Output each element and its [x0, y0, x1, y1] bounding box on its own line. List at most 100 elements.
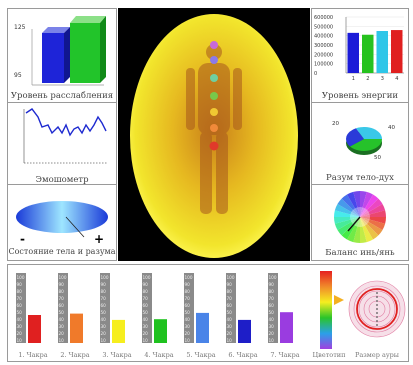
- chakra-scale-label: 80: [227, 289, 233, 294]
- chakra-bar: [196, 312, 209, 343]
- state-ellipse: [16, 201, 108, 233]
- chakra-column: 100 90 80 70 60 50 40 30 20 10 2. Чакра: [56, 271, 96, 361]
- chakra-scale-label: 20: [59, 331, 65, 336]
- chakra-scale-label: 30: [227, 324, 233, 329]
- chakra-scale-label: 40: [185, 317, 191, 322]
- chakra-column: 100 90 80 70 60 50 40 30 20 10 6. Чакра: [224, 271, 264, 361]
- chakra-scale-label: 10: [143, 338, 149, 343]
- bar: [70, 23, 100, 83]
- chakra-scale-label: 50: [17, 310, 23, 315]
- chakra-gauge: 100 90 80 70 60 50 40 30 20 10: [184, 273, 209, 343]
- chakra-scale: [100, 273, 110, 343]
- aura-size-rings: [348, 280, 406, 338]
- pie-slice-20: [345, 128, 364, 147]
- bar-side: [100, 16, 106, 83]
- wheel-segment: [360, 217, 386, 230]
- chakra-scale-label: 20: [185, 331, 191, 336]
- chakra-scale-label: 10: [101, 338, 107, 343]
- chakras-panel: 100 90 80 70 60 50 40 30 20 10 1. Чакра 100 90 80 70 60…: [7, 264, 409, 362]
- chakra-scale-label: 40: [17, 317, 23, 322]
- chakra-scale-label: 60: [143, 303, 149, 308]
- mind-pie: 20 40 50: [332, 121, 395, 161]
- chakra-label: 7. Чакра: [270, 351, 300, 359]
- bar-top: [70, 16, 106, 23]
- wheel-segment: [353, 217, 360, 243]
- chakra-scale-label: 70: [17, 296, 23, 301]
- aura-marker: [376, 320, 378, 322]
- chakra-dot-5: [210, 74, 218, 82]
- wheel-segment: [360, 204, 386, 217]
- chakra-dot-2: [210, 124, 218, 132]
- chakra-scale-label: 100: [101, 275, 109, 280]
- aura-image-panel: [118, 8, 310, 261]
- chakra-scale-label: 50: [143, 310, 149, 315]
- wheel-segment: [360, 191, 373, 217]
- chakra-scale-label: 100: [269, 275, 277, 280]
- chakra-scale-label: 20: [143, 331, 149, 336]
- relaxation-panel: 125 95 Уровень расслабления: [7, 8, 117, 103]
- chakra-dot-4: [210, 92, 218, 100]
- wheel-segment: [334, 217, 360, 230]
- chakra-scale-label: 50: [185, 310, 191, 315]
- chakra-scale: [58, 273, 68, 343]
- chakra-scale-label: 100: [17, 275, 25, 280]
- chakra-gauge: 100 90 80 70 60 50 40 30 20 10: [58, 273, 83, 343]
- state-gauge: - +: [16, 201, 108, 245]
- chakra-bar: [280, 312, 293, 343]
- chakra-scale-label: 90: [185, 282, 191, 287]
- energy-xtick: 1: [352, 76, 355, 82]
- tick-label: 125: [14, 24, 26, 31]
- chakra-scale-label: 60: [185, 303, 191, 308]
- pie-label: 40: [388, 125, 395, 131]
- chakra-scale: [184, 273, 194, 343]
- chakra-bar: [70, 313, 83, 343]
- chakra-scale: [268, 273, 278, 343]
- pie-slice-40: [356, 126, 383, 139]
- chakra-scale-label: 90: [101, 282, 107, 287]
- yin-yang-panel: Баланс инь/янь: [311, 184, 409, 261]
- chakra-dot-1: [209, 141, 219, 151]
- aura-ring: [363, 295, 391, 323]
- pie-slice-50: [350, 139, 382, 151]
- chakra-scale-label: 10: [59, 338, 65, 343]
- energy-panel: 600000 500000 400000 300000 200000 100000 0 1 2 3…: [311, 8, 409, 103]
- chakra-gauge: 100 90 80 70 60 50 40 30 20 10: [226, 273, 251, 343]
- chakra-bar: [28, 315, 41, 343]
- wheel-segment: [347, 191, 360, 217]
- chakra-scale-label: 50: [101, 310, 107, 315]
- chakra-scale-label: 70: [269, 296, 275, 301]
- chakra-scale-label: 60: [269, 303, 275, 308]
- chakra-dots: [209, 41, 219, 151]
- chakra-scale-label: 30: [59, 324, 65, 329]
- body-mind-state-panel: - + Состояние тела и разума: [7, 184, 117, 261]
- emometer-panel: Эмошометр: [7, 102, 117, 185]
- chakra-column: 100 90 80 70 60 50 40 30 20 10 7. Чакра: [266, 271, 306, 361]
- chakra-scale-label: 30: [17, 324, 23, 329]
- chakra-scale: [16, 273, 26, 343]
- chakra-scale-label: 30: [143, 324, 149, 329]
- chakra-scale: [142, 273, 152, 343]
- pie-label: 20: [332, 121, 339, 127]
- chakra-label: 1. Чакра: [18, 351, 48, 359]
- wheel-segment: [334, 217, 360, 224]
- energy-ytick: 0: [314, 71, 317, 77]
- chakra-column: 100 90 80 70 60 50 40 30 20 10 5. Чакра: [182, 271, 222, 361]
- state-caption: Состояние тела и разума: [8, 247, 116, 256]
- chakra-scale-label: 80: [143, 289, 149, 294]
- aura-marker: [376, 316, 378, 318]
- chakra-scale-label: 30: [101, 324, 107, 329]
- chakra-bar: [154, 319, 167, 343]
- chakra-bar: [238, 319, 251, 343]
- chakra-bars: 100 90 80 70 60 50 40 30 20 10 1. Чакра 100 90 80 70 60…: [8, 265, 308, 363]
- aura-ring: [353, 285, 401, 333]
- aura-ring: [358, 290, 396, 328]
- chakra-dot-6: [210, 56, 218, 64]
- aura-image: [130, 14, 298, 258]
- plus-sign: +: [94, 232, 104, 245]
- chakra-scale-label: 50: [269, 310, 275, 315]
- aura-marker: [376, 300, 378, 302]
- chakra-scale-label: 10: [17, 338, 23, 343]
- wheel-segment: [360, 217, 367, 243]
- chakra-scale-label: 60: [17, 303, 23, 308]
